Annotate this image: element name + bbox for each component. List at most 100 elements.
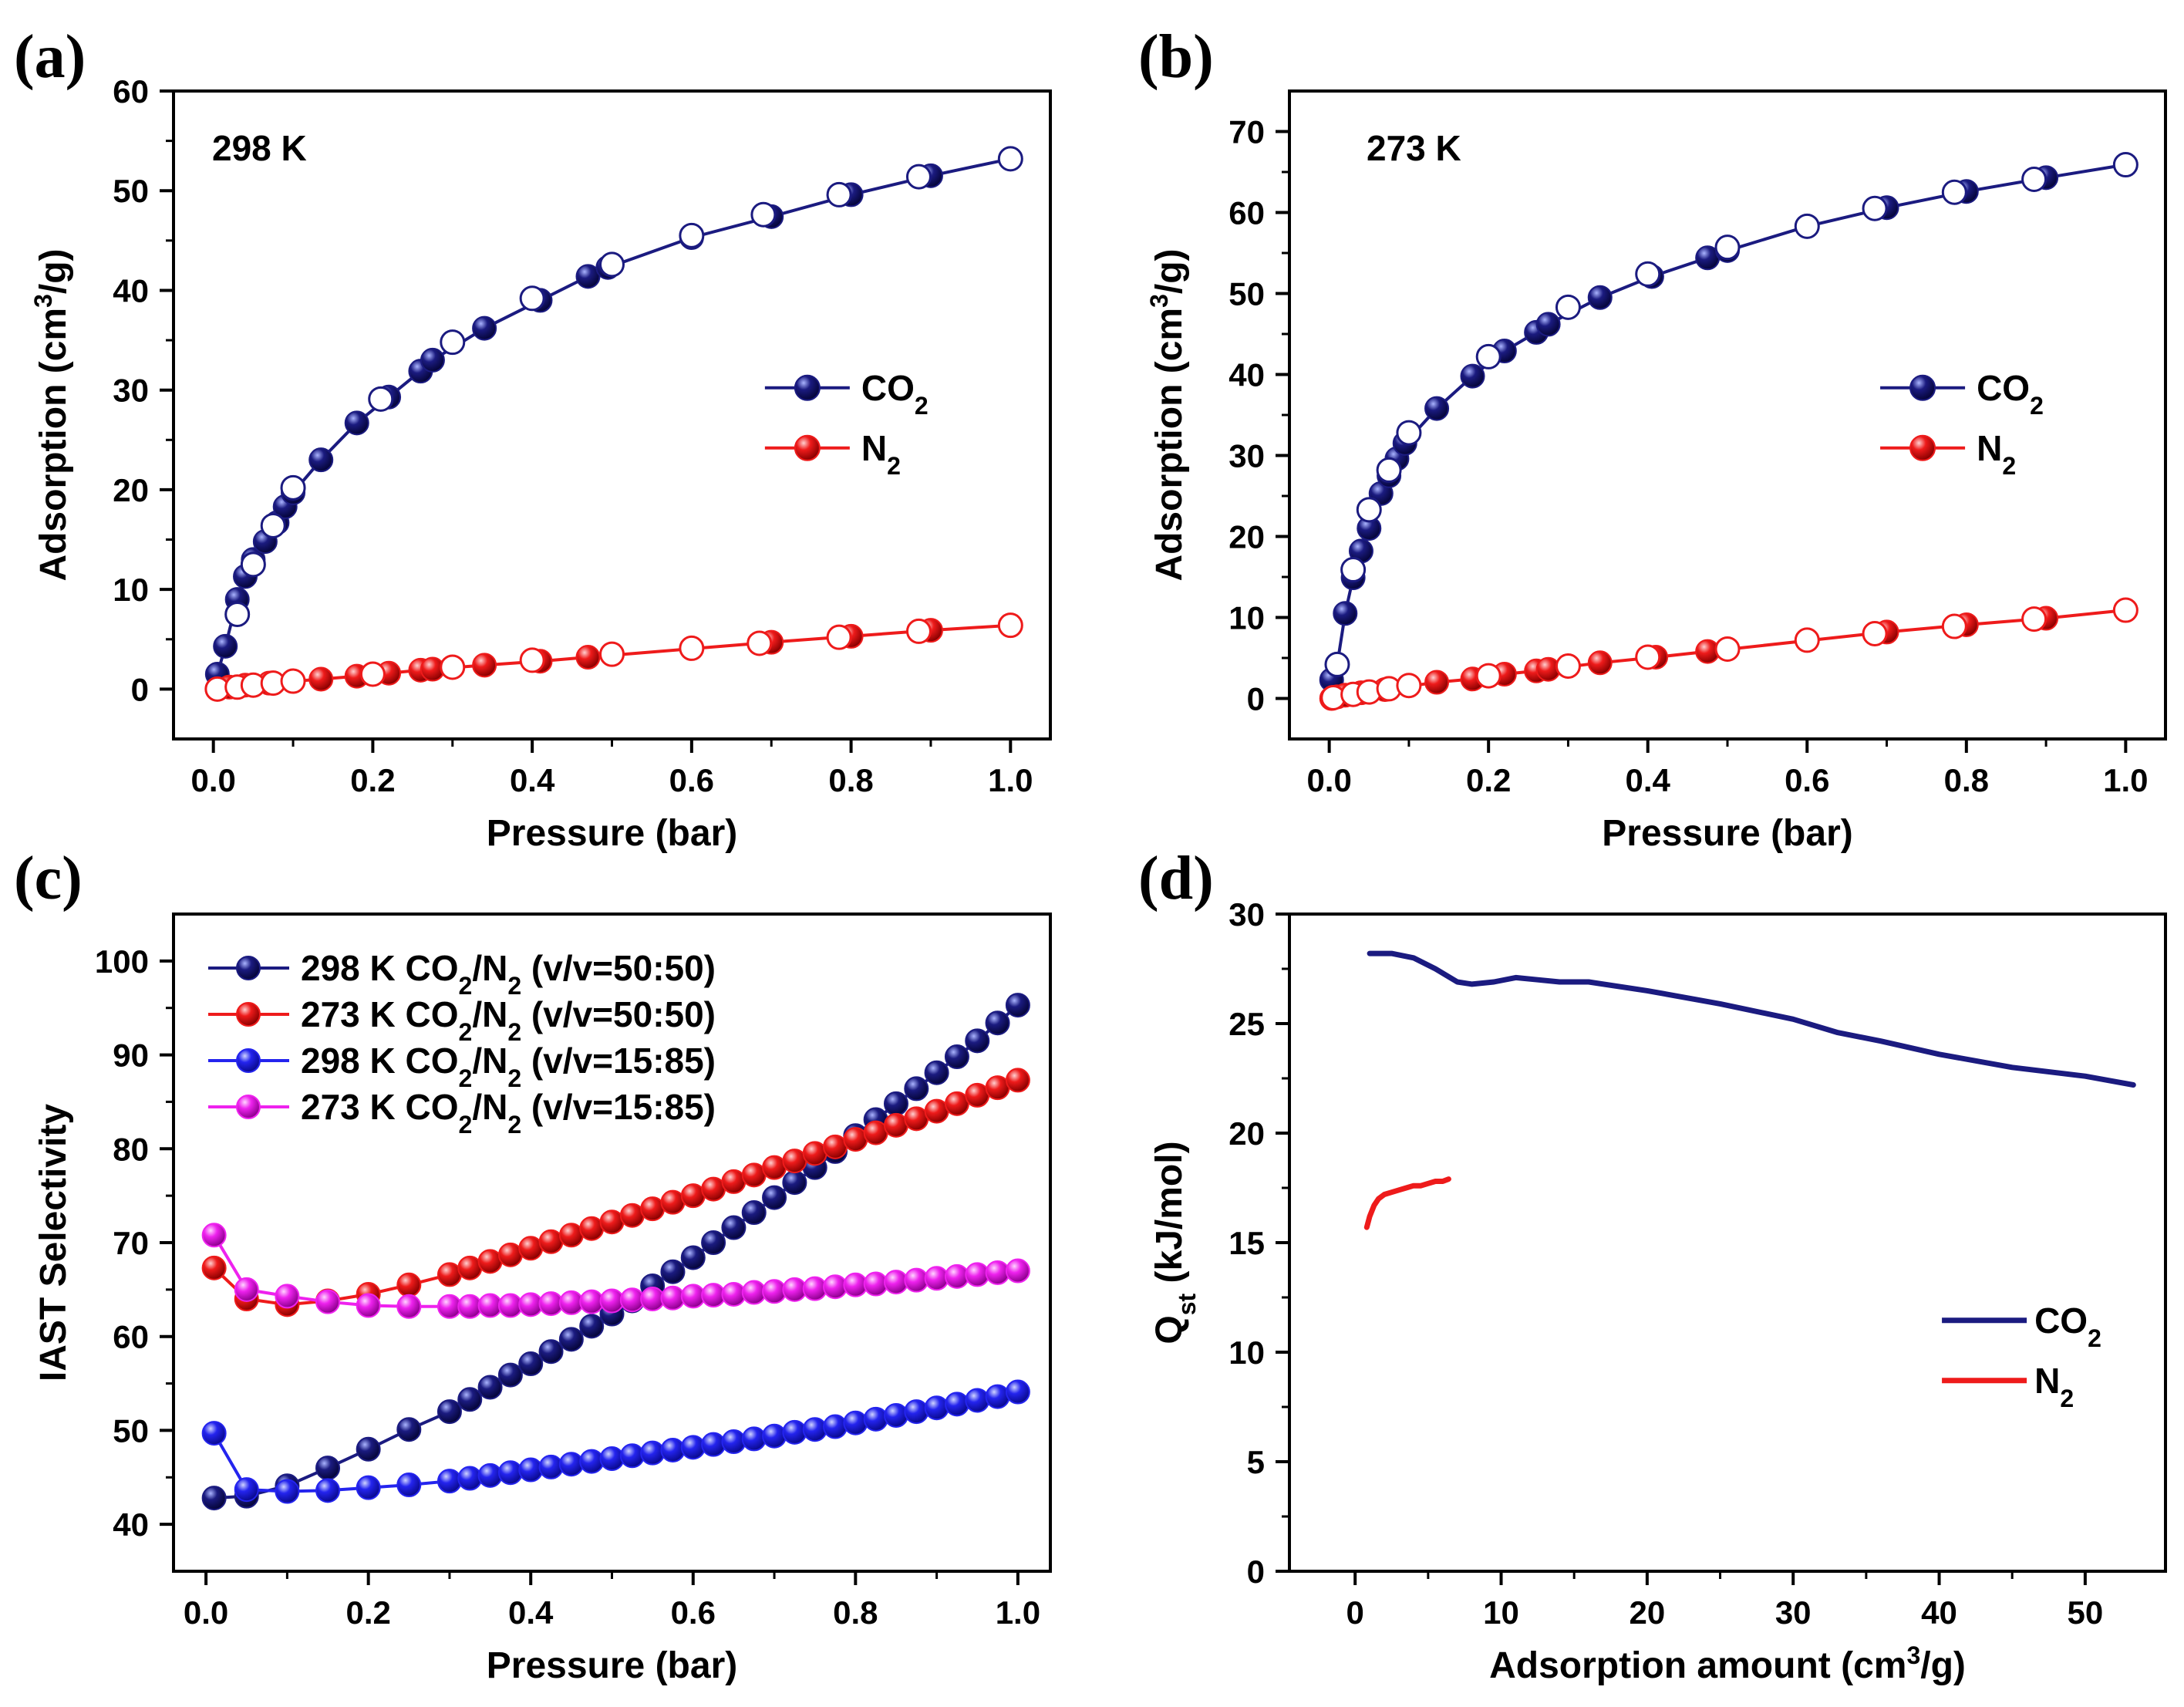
data-point (497, 1460, 523, 1486)
adsorption-point (1535, 312, 1561, 337)
y-axis-title: Adsorption (cm3/g) (1145, 248, 1190, 581)
plot-area (1363, 950, 2136, 1230)
data-point (762, 1279, 787, 1304)
data-point (356, 1293, 381, 1318)
data-point (924, 1060, 949, 1085)
data-point (721, 1429, 747, 1455)
label-run: CO (1977, 368, 2030, 408)
data-point (904, 1267, 929, 1293)
data-point (234, 1277, 259, 1302)
data-point (965, 1028, 990, 1054)
x-tick-label: 0.6 (1785, 762, 1829, 798)
data-point (762, 1423, 787, 1449)
data-point (396, 1417, 422, 1442)
label-run: 2 (887, 452, 901, 480)
data-point (944, 1392, 969, 1417)
label-run: (kJ/mol) (1149, 1141, 1190, 1293)
desorption-point (224, 601, 251, 627)
panel-label: (c) (14, 845, 83, 913)
desorption-point (905, 164, 932, 190)
legend-marker (794, 374, 821, 401)
data-point (924, 1266, 949, 1291)
x-tick-label: 1.0 (2103, 762, 2148, 798)
label-run: CO (861, 368, 915, 408)
panel-b: (b) 0.0 0.2 0.4 0.6 0.8 1.0 0 10 20 30 40 50 60 70 Pres… (1138, 23, 2167, 854)
label-run: /N (472, 948, 507, 988)
data-point (883, 1091, 908, 1116)
legend-label: 273 K CO2/N2 (v/v=15:85) (301, 1087, 716, 1139)
adsorption-point (420, 347, 445, 373)
label-run: Adsorption amount (cm (1489, 1645, 1906, 1686)
y-tick-label: 40 (1228, 357, 1265, 393)
desorption-point (1714, 234, 1741, 261)
label-run: (v/v=50:50) (521, 994, 716, 1034)
legend-label: 273 K CO2/N2 (v/v=50:50) (301, 994, 716, 1046)
data-point (315, 1478, 341, 1503)
data-point (802, 1276, 827, 1301)
data-point (965, 1388, 990, 1413)
label-run: IAST Selectivity (33, 1104, 74, 1381)
data-point (944, 1263, 969, 1289)
data-point (436, 1469, 462, 1494)
x-tick-label: 0.2 (1466, 762, 1511, 798)
data-point (234, 1477, 259, 1503)
data-point (201, 1421, 227, 1446)
plot-area (1319, 152, 2138, 711)
desorption-point (599, 251, 625, 278)
series-line-co2 (215, 157, 1011, 675)
legend-marker (1909, 434, 1936, 461)
desorption-point (997, 146, 1023, 172)
data-point (944, 1044, 969, 1070)
data-point (721, 1281, 747, 1307)
adsorption-point (1587, 650, 1613, 676)
desorption-point (1941, 179, 1967, 205)
adsorption-point (575, 645, 601, 670)
desorption-point (1941, 613, 1967, 639)
label-run: Adsorption (cm (1149, 308, 1190, 582)
x-tick-label: 0 (1346, 1594, 1364, 1631)
x-tick-label: 40 (1921, 1594, 1957, 1631)
data-point (1005, 1379, 1030, 1405)
y-tick-label: 80 (113, 1131, 149, 1167)
plot-frame (1288, 913, 2167, 1573)
data-point (985, 1384, 1010, 1409)
data-point (579, 1449, 605, 1474)
y-tick-label: 20 (1228, 519, 1265, 555)
label-run: Pressure (bar) (1602, 813, 1852, 854)
series-line (1363, 1176, 1451, 1230)
desorption-point (1356, 497, 1382, 523)
data-point (477, 1462, 503, 1488)
desorption-point (519, 285, 545, 312)
data-point (904, 1076, 929, 1101)
desorption-point (280, 668, 306, 694)
label-run: 298 K CO (301, 948, 459, 988)
label-run: 2 (507, 1111, 521, 1139)
desorption-point (2112, 597, 2138, 623)
y-tick-label: 10 (1228, 1334, 1265, 1371)
x-tick-label: 10 (1483, 1594, 1519, 1631)
desorption-point (440, 329, 466, 356)
label-run: 2 (2060, 1385, 2074, 1412)
y-tick-label: 30 (1228, 896, 1265, 933)
y-axis-title: Adsorption (cm3/g) (29, 248, 74, 581)
plot-area (204, 146, 1023, 702)
adsorption-point (1333, 601, 1358, 626)
y-tick-label: 70 (113, 1225, 149, 1261)
x-tick-label: 30 (1775, 1594, 1812, 1631)
desorption-point (1555, 294, 1581, 320)
x-tick-label: 1.0 (996, 1594, 1040, 1631)
label-run: 3 (1145, 294, 1173, 308)
data-point (518, 1351, 544, 1377)
desorption-point (1475, 663, 1502, 689)
desorption-point (2021, 606, 2048, 633)
data-point (477, 1375, 503, 1400)
label-run: /g) (1920, 1645, 1966, 1686)
y-tick-label: 0 (1247, 681, 1265, 717)
data-point (843, 1410, 868, 1435)
data-point (640, 1440, 666, 1466)
data-point (619, 1443, 645, 1469)
legend-label: N2 (1977, 428, 2016, 480)
data-point (985, 1010, 1010, 1036)
y-tick-label: 15 (1228, 1225, 1265, 1261)
